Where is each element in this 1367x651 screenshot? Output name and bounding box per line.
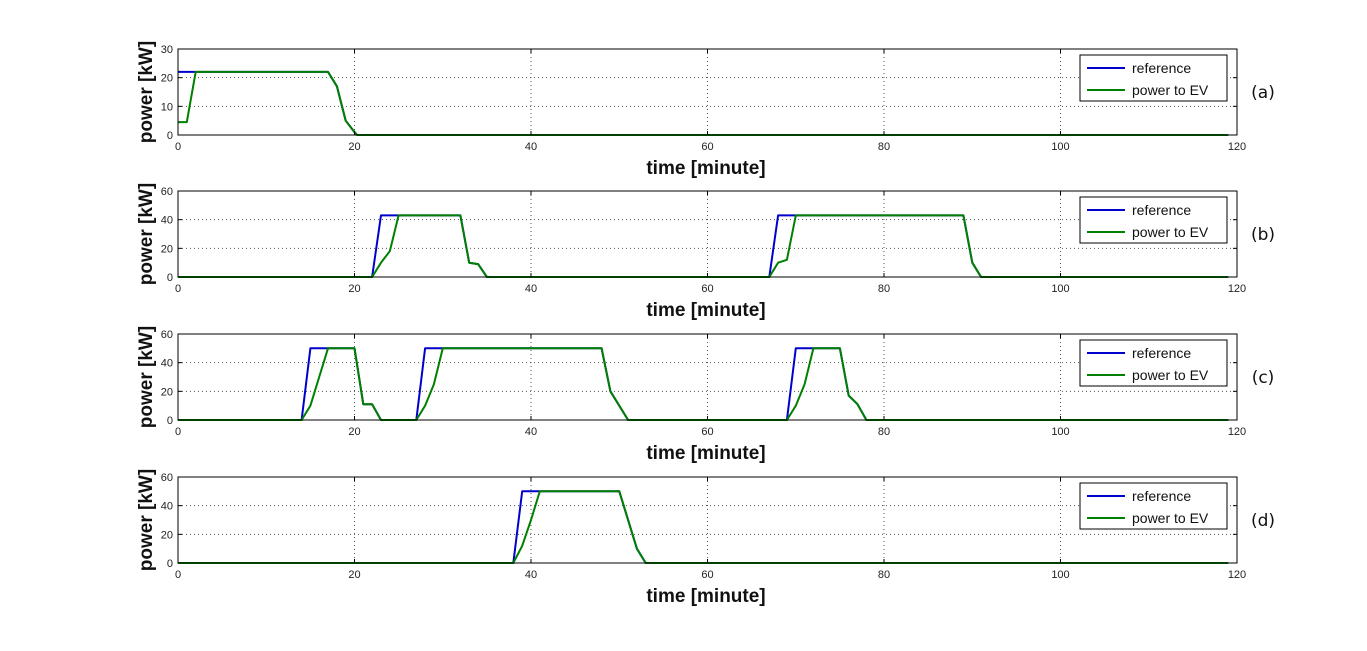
x-tick-label: 120 bbox=[1228, 426, 1246, 438]
panel-0: 0 20 40 60 80 100 120 0 10 20 30 time [minute] power… bbox=[136, 41, 1275, 179]
y-tick-label: 40 bbox=[161, 501, 173, 513]
legend: reference power to EV bbox=[1079, 196, 1228, 244]
plot-area bbox=[178, 477, 1237, 563]
x-tick-label: 100 bbox=[1051, 569, 1069, 581]
y-tick-label: 0 bbox=[167, 272, 173, 284]
legend-entry: power to EV bbox=[1132, 367, 1209, 383]
legend-entry: reference bbox=[1132, 60, 1191, 76]
panel-3: 0 20 40 60 80 100 120 0 20 40 60 time [minute] power… bbox=[136, 469, 1275, 607]
x-tick-label: 20 bbox=[348, 283, 360, 295]
x-axis-label: time [minute] bbox=[646, 158, 765, 179]
plot-area bbox=[178, 49, 1237, 135]
legend: reference power to EV bbox=[1079, 482, 1228, 530]
legend-entry: reference bbox=[1132, 488, 1191, 504]
x-tick-label: 120 bbox=[1228, 283, 1246, 295]
legend-entry: reference bbox=[1132, 345, 1191, 361]
x-tick-label: 40 bbox=[525, 426, 537, 438]
y-tick-label: 20 bbox=[161, 73, 173, 85]
x-axis-label: time [minute] bbox=[646, 300, 765, 321]
x-tick-label: 20 bbox=[348, 569, 360, 581]
y-tick-label: 0 bbox=[167, 558, 173, 570]
y-axis-label: power [kW] bbox=[136, 183, 157, 285]
legend-box bbox=[1079, 339, 1228, 387]
y-axis-label: power [kW] bbox=[136, 326, 157, 428]
x-tick-label: 60 bbox=[701, 141, 713, 153]
legend-box bbox=[1079, 196, 1228, 244]
x-axis-label: time [minute] bbox=[646, 586, 765, 607]
panel-label: (d) bbox=[1251, 511, 1275, 531]
legend-entry: reference bbox=[1132, 202, 1191, 218]
x-tick-label: 100 bbox=[1051, 283, 1069, 295]
x-axis-label: time [minute] bbox=[646, 443, 765, 464]
y-tick-label: 60 bbox=[161, 472, 173, 484]
panel-2: 0 20 40 60 80 100 120 0 20 40 60 time [minute] power… bbox=[136, 326, 1274, 464]
y-tick-label: 20 bbox=[161, 529, 173, 541]
x-tick-label: 100 bbox=[1051, 426, 1069, 438]
x-tick-label: 40 bbox=[525, 283, 537, 295]
y-tick-label: 40 bbox=[161, 215, 173, 227]
y-axis-label: power [kW] bbox=[136, 41, 157, 143]
y-tick-label: 0 bbox=[167, 415, 173, 427]
x-tick-label: 0 bbox=[175, 283, 181, 295]
x-tick-label: 40 bbox=[525, 569, 537, 581]
legend-entry: power to EV bbox=[1132, 510, 1209, 526]
panel-1: 0 20 40 60 80 100 120 0 20 40 60 time [minute] power… bbox=[136, 183, 1275, 321]
x-tick-label: 0 bbox=[175, 569, 181, 581]
legend: reference power to EV bbox=[1079, 54, 1228, 102]
legend: reference power to EV bbox=[1079, 339, 1228, 387]
x-tick-label: 20 bbox=[348, 141, 360, 153]
x-tick-label: 0 bbox=[175, 426, 181, 438]
plot-area bbox=[178, 191, 1237, 277]
series-line-power-to-ev bbox=[178, 490, 1229, 564]
y-tick-label: 10 bbox=[161, 101, 173, 113]
y-tick-label: 60 bbox=[161, 329, 173, 341]
legend-box bbox=[1079, 54, 1228, 102]
panel-label: (b) bbox=[1251, 225, 1275, 245]
panel-label: (a) bbox=[1251, 83, 1275, 103]
x-tick-label: 80 bbox=[878, 283, 890, 295]
y-tick-label: 60 bbox=[161, 186, 173, 198]
x-tick-label: 120 bbox=[1228, 569, 1246, 581]
panel-label: (c) bbox=[1252, 368, 1275, 388]
y-axis-label: power [kW] bbox=[136, 469, 157, 571]
y-tick-label: 40 bbox=[161, 358, 173, 370]
legend-entry: power to EV bbox=[1132, 224, 1209, 240]
x-tick-label: 60 bbox=[701, 569, 713, 581]
x-tick-label: 80 bbox=[878, 426, 890, 438]
x-tick-label: 60 bbox=[701, 283, 713, 295]
y-tick-label: 20 bbox=[161, 243, 173, 255]
x-tick-label: 0 bbox=[175, 141, 181, 153]
legend-entry: power to EV bbox=[1132, 82, 1209, 98]
x-tick-label: 80 bbox=[878, 141, 890, 153]
y-tick-label: 0 bbox=[167, 130, 173, 142]
series-line-power-to-ev bbox=[178, 70, 1229, 136]
x-tick-label: 60 bbox=[701, 426, 713, 438]
y-tick-label: 20 bbox=[161, 386, 173, 398]
x-tick-label: 100 bbox=[1051, 141, 1069, 153]
y-tick-label: 30 bbox=[161, 44, 173, 56]
x-tick-label: 120 bbox=[1228, 141, 1246, 153]
series-line-power-to-ev bbox=[178, 347, 1229, 421]
legend-box bbox=[1079, 482, 1228, 530]
x-tick-label: 80 bbox=[878, 569, 890, 581]
x-tick-label: 40 bbox=[525, 141, 537, 153]
x-tick-label: 20 bbox=[348, 426, 360, 438]
